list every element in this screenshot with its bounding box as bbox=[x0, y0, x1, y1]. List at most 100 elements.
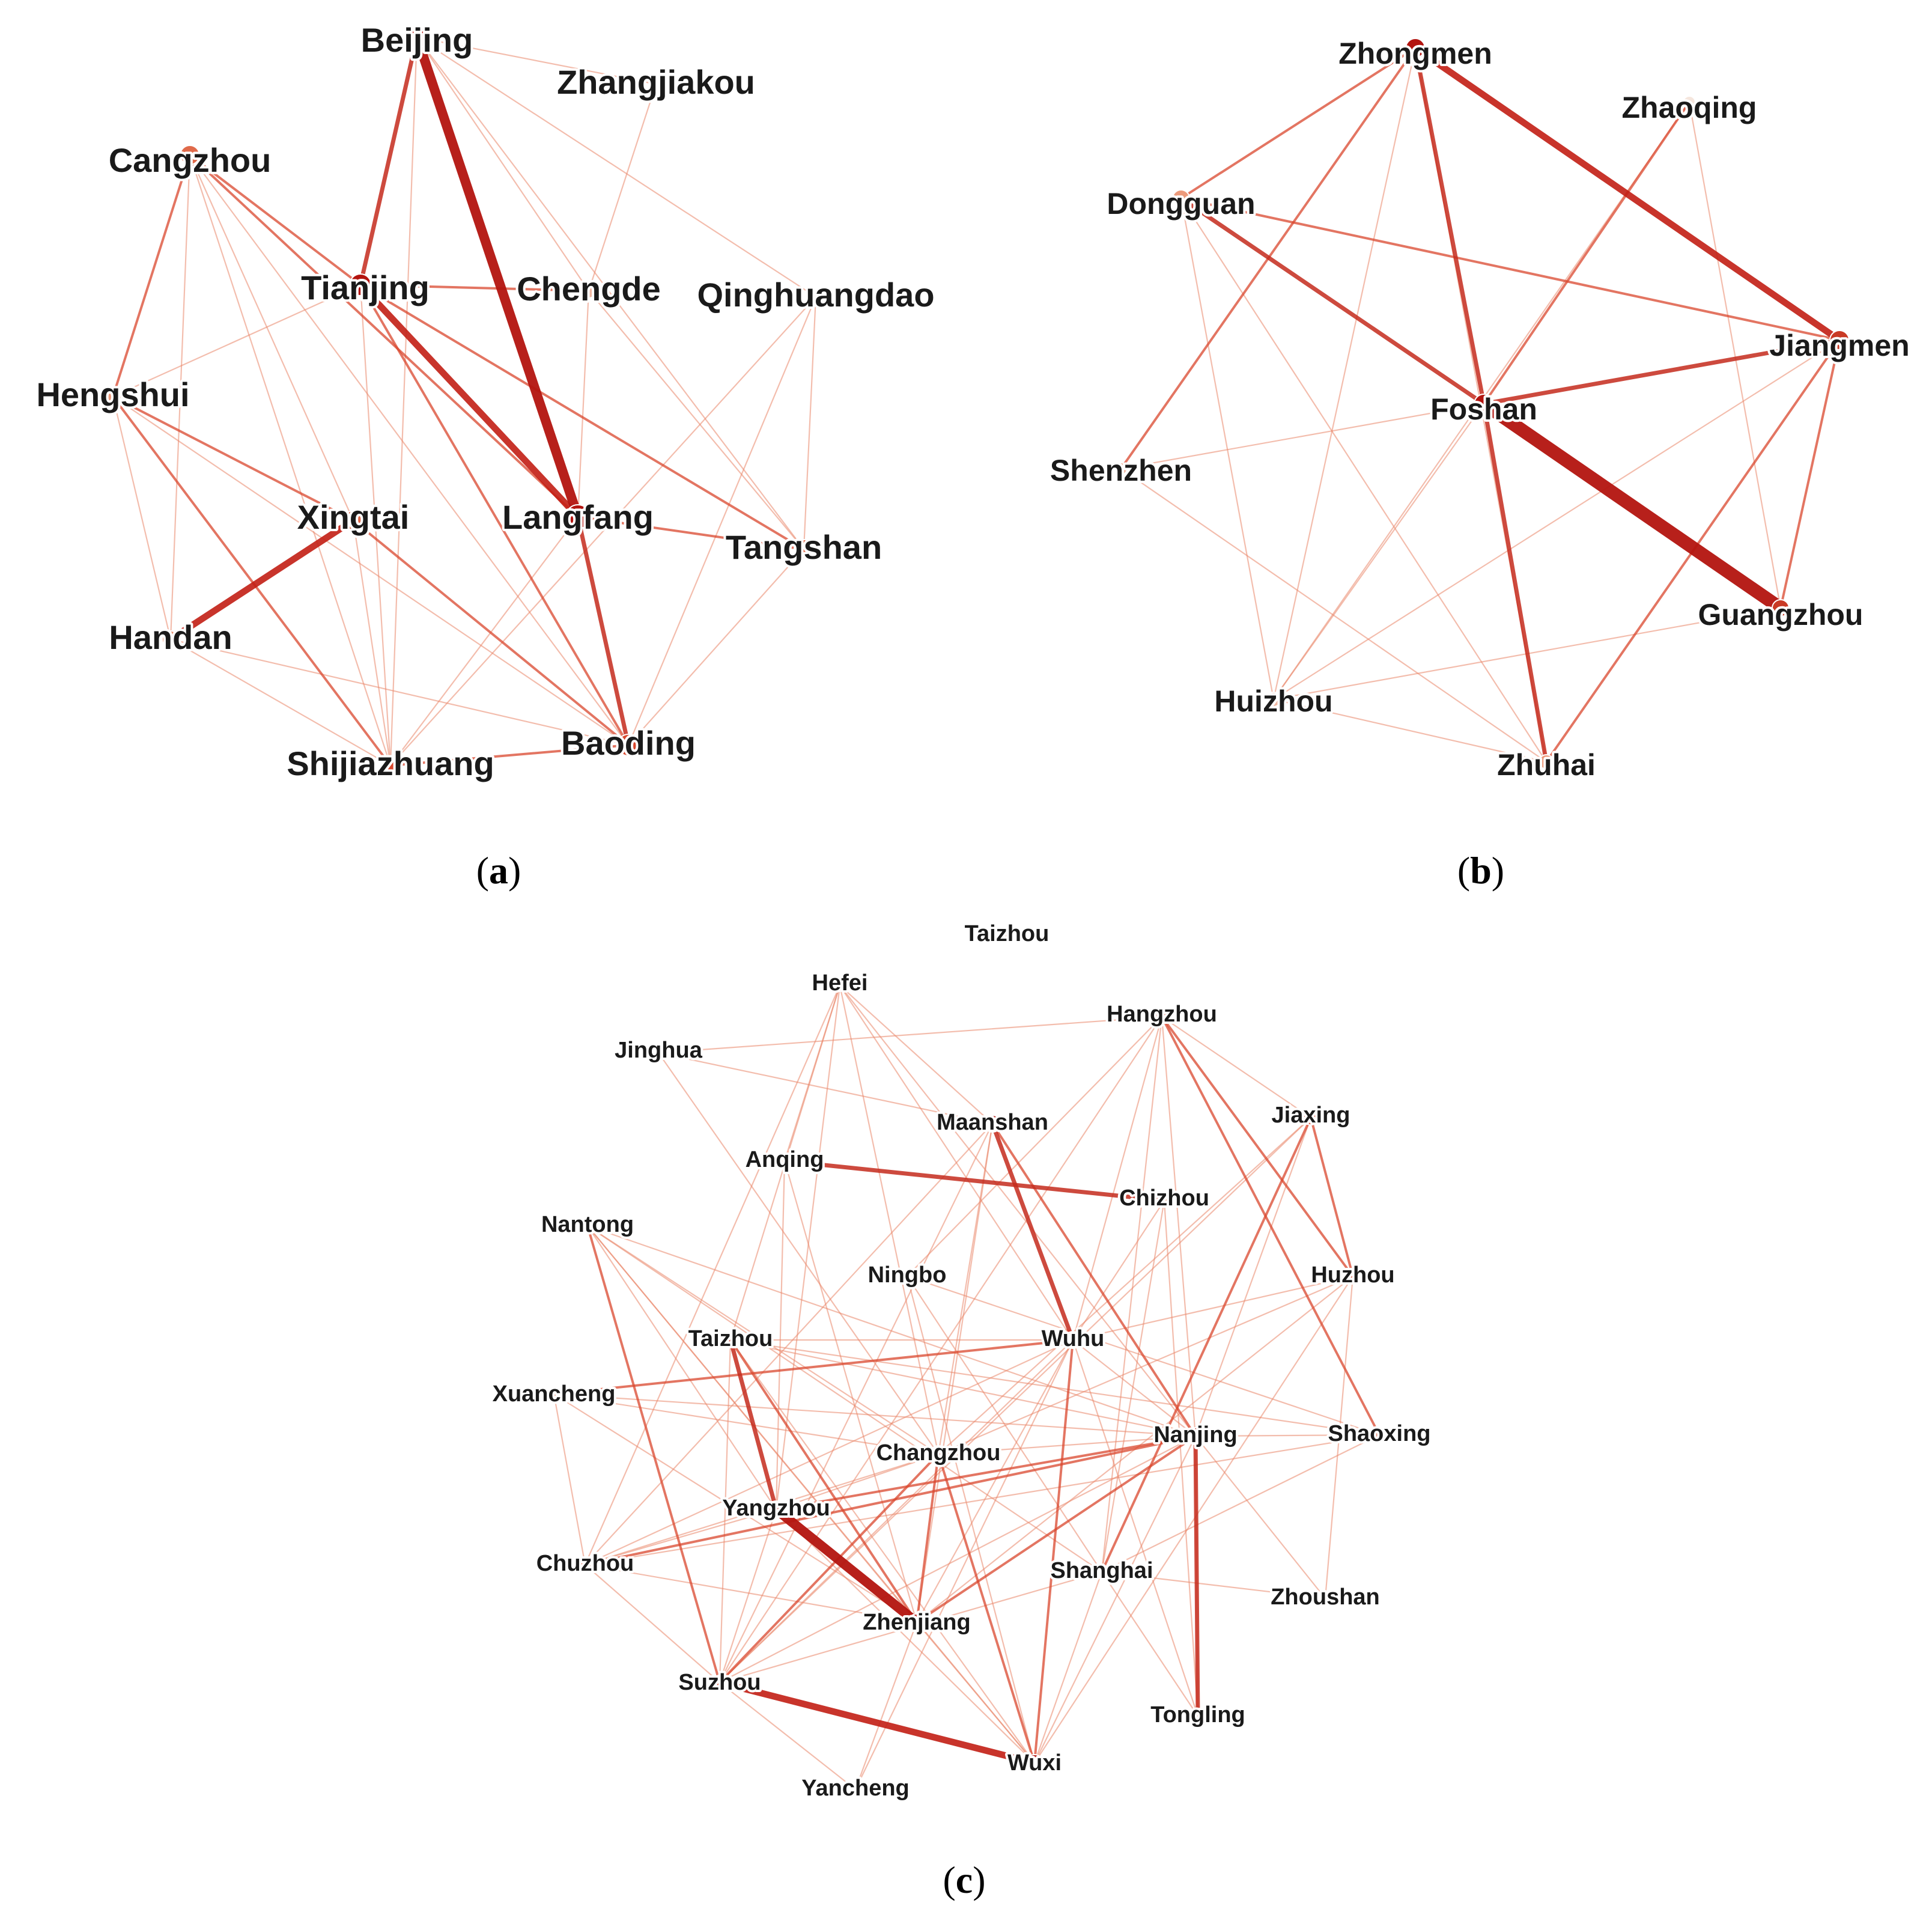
edge-hefei-maanshan bbox=[839, 984, 994, 1125]
edge-wuxi-nanjing bbox=[1033, 1435, 1197, 1764]
edge-beijing-tangshan bbox=[416, 36, 805, 550]
edge-jiaxing-nanjing bbox=[1194, 1116, 1312, 1437]
edge-hangzhou-wuhu bbox=[1072, 1015, 1163, 1341]
node-huzhou bbox=[1345, 1268, 1361, 1284]
node-baoding bbox=[617, 734, 640, 757]
edge-qinghuangdao-baoding bbox=[627, 296, 817, 746]
edge-chengde-langfang bbox=[577, 290, 590, 518]
edge-zhoushan-nanjing bbox=[1194, 1435, 1326, 1600]
edge-chizhou-shanghai bbox=[1101, 1199, 1165, 1573]
edge-cangzhou-shijiazhuang bbox=[189, 154, 392, 767]
node-ningbo bbox=[902, 1271, 913, 1282]
edge-huizhou-zhongmen bbox=[1272, 47, 1417, 701]
edge-huzhou-wuxi bbox=[1033, 1275, 1354, 1764]
edge-suzhou-yancheng bbox=[718, 1681, 857, 1791]
node-xingtai bbox=[343, 510, 363, 531]
node-label-zhoushan: Zhoushan bbox=[1271, 1585, 1380, 1610]
edge-shanghai-wuxi bbox=[1033, 1571, 1103, 1764]
node-label-zhuhai: Zhuhai bbox=[1497, 748, 1596, 782]
node-tianjing bbox=[349, 273, 372, 296]
node-label-xingtai: Xingtai bbox=[297, 498, 410, 536]
node-label-shanghai: Shanghai bbox=[1050, 1558, 1153, 1583]
node-tangshan bbox=[794, 539, 814, 559]
node-label-chuzhou: Chuzhou bbox=[536, 1551, 634, 1576]
panel-b: Zhongmen Zhaoqing Dongguan Jiangmen Foshan Sh… bbox=[1048, 34, 1912, 892]
edge-qinghuangdao-shijiazhuang bbox=[389, 296, 817, 767]
node-label-yangzhou: Yangzhou bbox=[722, 1496, 830, 1521]
edge-zhaoqing-guangzhou bbox=[1688, 101, 1782, 609]
node-zhoushan bbox=[1321, 1594, 1329, 1603]
node-label-guangzhou: Guangzhou bbox=[1698, 598, 1864, 632]
node-chengde bbox=[581, 283, 597, 299]
edge-chuzhou-nanjing bbox=[584, 1435, 1197, 1566]
edge-changzhou-chuzhou bbox=[584, 1453, 940, 1566]
edge-shijiazhuang-baoding bbox=[389, 744, 630, 767]
edge-hengshui-shijiazhuang bbox=[112, 395, 392, 767]
node-label-foshan: Foshan bbox=[1430, 392, 1537, 426]
edge-yangzhou-wuxi bbox=[775, 1508, 1036, 1764]
node-label-chizhou: Chizhou bbox=[1119, 1186, 1209, 1211]
edge-wuhu-chuzhou bbox=[584, 1339, 1074, 1566]
node-label-wuhu: Wuhu bbox=[1042, 1326, 1105, 1351]
edge-shaoxing-nanjing bbox=[1194, 1434, 1381, 1437]
edge-hefei-nanjing bbox=[839, 984, 1197, 1437]
edge-xuancheng-changzhou bbox=[553, 1393, 940, 1455]
edge-suzhou-wuxi bbox=[716, 1679, 1038, 1767]
edge-nantong-changzhou bbox=[586, 1225, 940, 1455]
edge-zhenjiang-wuxi bbox=[916, 1621, 1036, 1764]
edge-jiaxing-huzhou bbox=[1310, 1116, 1354, 1277]
edge-wuhu-nanjing bbox=[1072, 1339, 1197, 1437]
node-label-nantong: Nantong bbox=[541, 1212, 634, 1237]
node-zhangjiakou bbox=[649, 78, 663, 91]
edge-shanghai-tongling bbox=[1101, 1571, 1199, 1717]
node-label-shenzhen: Shenzhen bbox=[1050, 454, 1192, 487]
edge-maanshan-chuzhou bbox=[584, 1122, 994, 1566]
node-shijiazhuang bbox=[380, 755, 401, 776]
node-label-hefei: Hefei bbox=[812, 970, 868, 996]
edge-changzhou-suzhou bbox=[718, 1453, 940, 1684]
edge-langfang-baoding bbox=[576, 514, 631, 747]
edge-foshan-guangzhou bbox=[1477, 397, 1787, 615]
edge-maanshan-wuhu bbox=[990, 1121, 1075, 1342]
edge-taizhou-zhenjiang bbox=[729, 1339, 918, 1624]
node-foshan bbox=[1474, 394, 1494, 414]
node-chuzhou bbox=[579, 1558, 592, 1571]
node-xuancheng bbox=[547, 1387, 560, 1401]
node-label-baoding: Baoding bbox=[561, 724, 696, 762]
edge-foshan-zhuhai bbox=[1481, 401, 1549, 764]
node-changzhou bbox=[929, 1445, 947, 1463]
edge-changzhou-yangzhou bbox=[775, 1453, 940, 1511]
edge-shaoxing-chuzhou bbox=[584, 1434, 1381, 1566]
node-guangzhou bbox=[1772, 599, 1790, 617]
edge-yangzhou-suzhou bbox=[718, 1508, 777, 1684]
edge-huizhou-jiangmen bbox=[1272, 339, 1841, 701]
edge-xuancheng-nanjing bbox=[553, 1393, 1197, 1437]
edge-changzhou-wuxi bbox=[937, 1453, 1036, 1764]
edge-chizhou-tongling bbox=[1163, 1199, 1199, 1717]
node-label-tianjing: Tianjing bbox=[301, 269, 430, 306]
node-beijing bbox=[406, 26, 428, 49]
node-hefei bbox=[833, 979, 846, 992]
node-yancheng bbox=[850, 1784, 861, 1795]
node-label-huzhou: Huzhou bbox=[1311, 1262, 1394, 1288]
node-label-jiangmen: Jiangmen bbox=[1769, 329, 1909, 362]
node-label-zhaoqing: Zhaoqing bbox=[1622, 91, 1757, 124]
edge-tianjing-baoding bbox=[359, 284, 630, 746]
edge-tianjing-langfang bbox=[357, 281, 582, 520]
node-label-zhongmen: Zhongmen bbox=[1338, 37, 1492, 70]
edge-dongguan-zhuhai bbox=[1180, 197, 1548, 763]
edge-wuhu-huzhou bbox=[1072, 1275, 1354, 1341]
panel-c: Taizhou Hefei Hangzhou Jinghua Maanshan Jiaxi… bbox=[490, 919, 1433, 1901]
node-qinghuangdao bbox=[809, 290, 822, 303]
panel-b-nodes: Zhongmen Zhaoqing Dongguan Jiangmen Foshan Sh… bbox=[1048, 34, 1912, 784]
node-zhaoqing bbox=[1683, 96, 1696, 109]
edge-maanshan-suzhou bbox=[718, 1122, 994, 1684]
edge-zhongmen-jiangmen bbox=[1412, 44, 1843, 344]
edge-nantong-suzhou bbox=[586, 1225, 721, 1684]
edge-tongling-wuhu bbox=[1072, 1339, 1199, 1717]
edge-dongguan-foshan bbox=[1179, 196, 1486, 406]
node-hengshui bbox=[104, 388, 122, 406]
edge-wuhu-suzhou bbox=[718, 1339, 1074, 1684]
edge-cangzhou-xingtai bbox=[189, 154, 354, 522]
